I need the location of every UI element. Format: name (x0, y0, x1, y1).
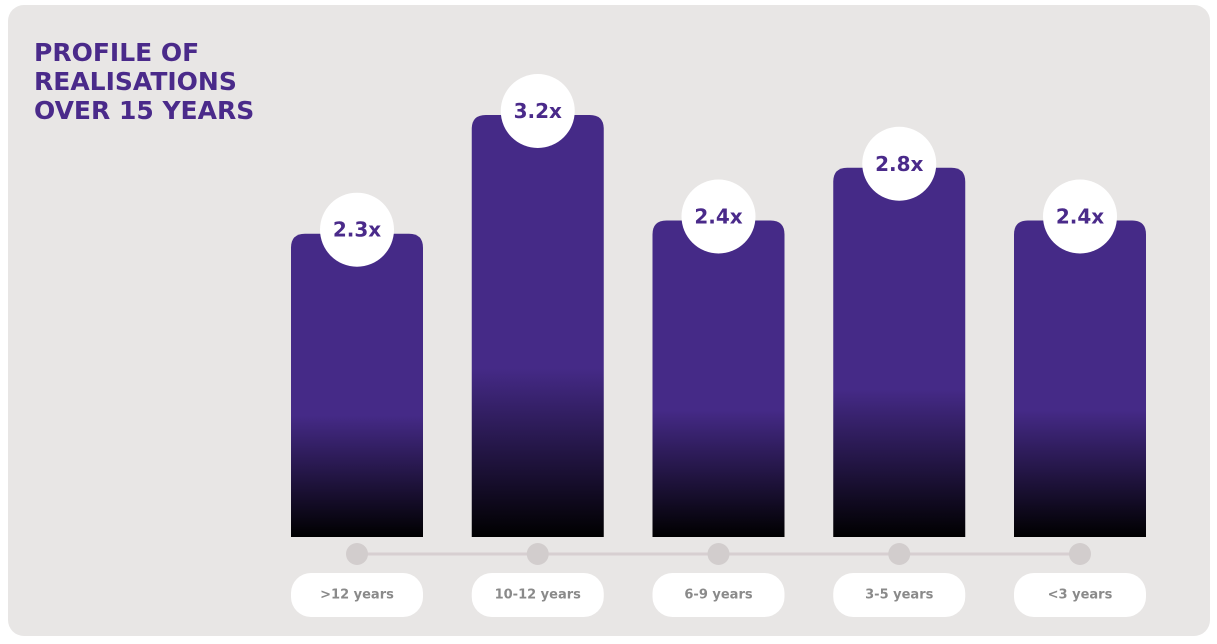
timeline-dot (526, 543, 549, 565)
bar (471, 115, 604, 537)
value-badge (862, 126, 937, 201)
value-label: 2.4x (694, 205, 742, 229)
timeline-dot (888, 543, 911, 565)
category-pill (652, 573, 785, 617)
category-pill (471, 573, 604, 617)
value-badge (681, 179, 756, 254)
x-tick-label: 3-5 years (865, 588, 933, 603)
value-badge (320, 192, 394, 267)
bar (652, 220, 785, 537)
timeline-dot (1069, 543, 1091, 565)
value-label: 3.2x (514, 99, 562, 123)
x-tick-label: >12 years (320, 588, 394, 603)
value-badge (500, 74, 575, 148)
bar (833, 167, 966, 537)
category-pill (1014, 573, 1146, 617)
value-label: 2.3x (333, 218, 381, 242)
panel (8, 5, 1210, 636)
timeline-dot (346, 543, 368, 565)
value-label: 2.8x (875, 152, 923, 176)
category-pill (291, 573, 423, 617)
bar (291, 233, 423, 537)
timeline-dot (707, 543, 730, 565)
x-tick-label: 6-9 years (684, 588, 752, 603)
chart-title: PROFILE OF REALISATIONS OVER 15 YEARS (34, 38, 255, 125)
category-pill (833, 573, 966, 617)
bar (1014, 220, 1146, 537)
value-badge (1043, 179, 1117, 254)
x-tick-label: 10-12 years (495, 588, 582, 603)
value-label: 2.4x (1056, 205, 1104, 229)
x-tick-label: <3 years (1048, 588, 1113, 603)
